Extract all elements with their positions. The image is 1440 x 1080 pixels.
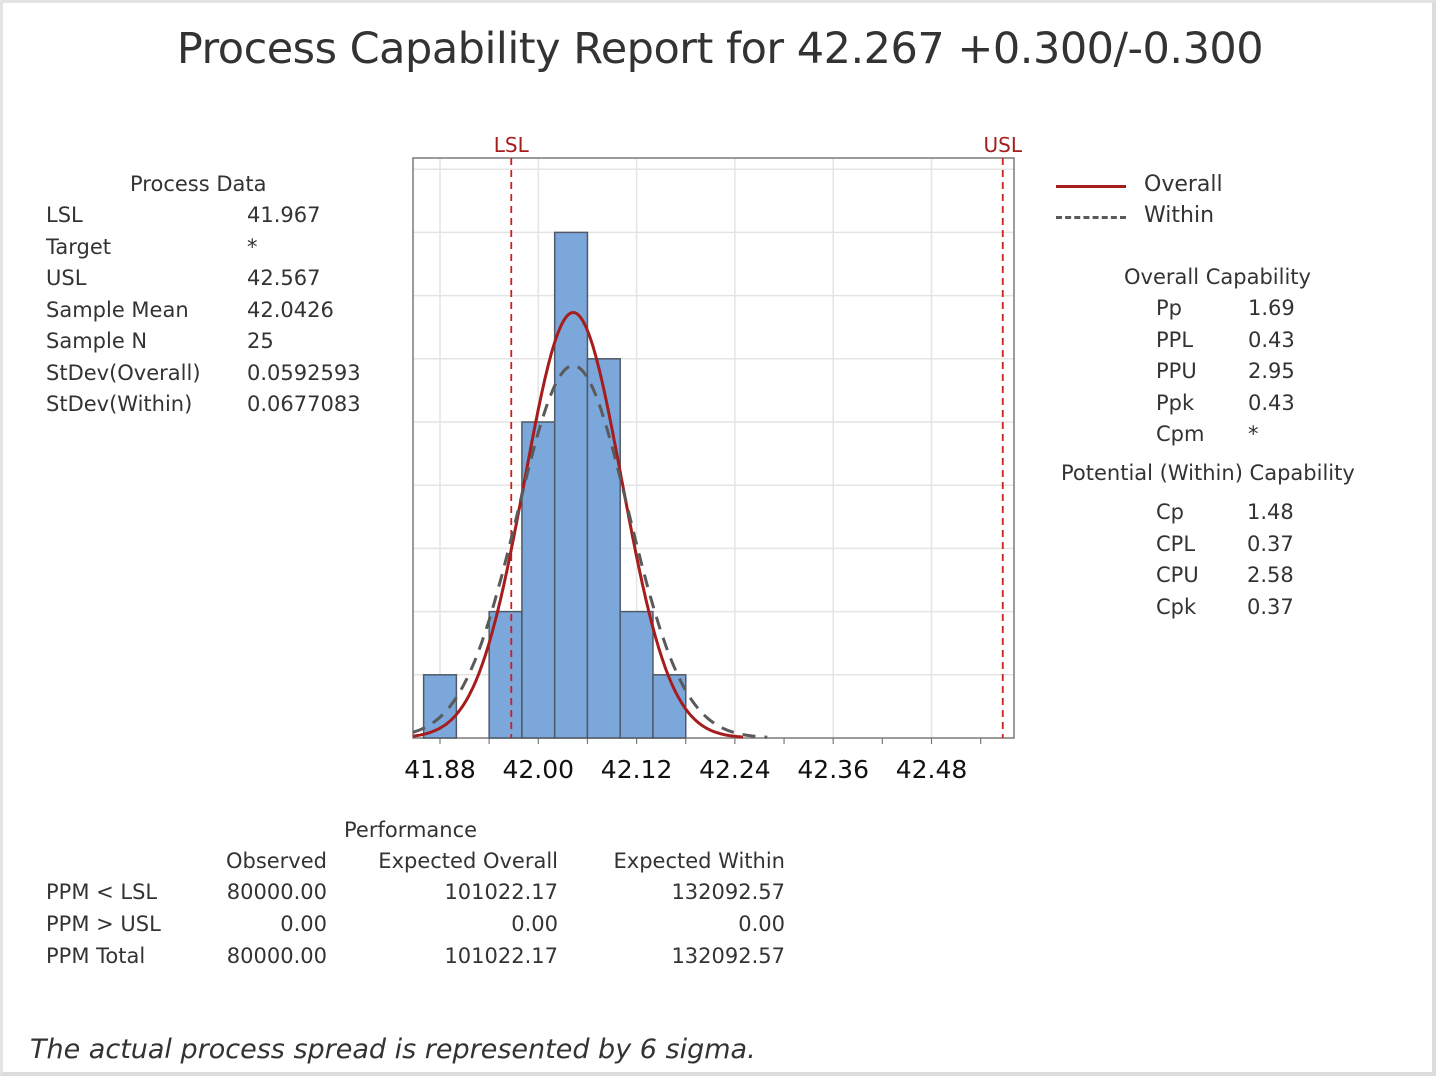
table-row: Ppk 0.43 bbox=[1124, 391, 1424, 421]
process-data-heading: Process Data bbox=[130, 172, 267, 196]
overall-curve bbox=[412, 310, 744, 739]
row-value: 0.43 bbox=[1248, 390, 1295, 415]
row-label: Cpm bbox=[1156, 422, 1205, 446]
table-row: StDev(Overall) 0.0592593 bbox=[46, 361, 386, 391]
row-value: 0.0677083 bbox=[247, 392, 361, 416]
table-cell: 101022.17 bbox=[444, 944, 558, 968]
row-label: Sample Mean bbox=[46, 297, 189, 322]
row-label: USL bbox=[46, 266, 87, 290]
row-value: 2.58 bbox=[1247, 563, 1294, 587]
dashed-line-icon bbox=[1056, 216, 1126, 219]
legend-label: Overall bbox=[1144, 172, 1223, 197]
column-header: Expected Overall bbox=[378, 849, 558, 873]
table-cell: 0.00 bbox=[738, 912, 785, 936]
row-label: PPU bbox=[1156, 359, 1197, 383]
table-cell: 80000.00 bbox=[226, 944, 327, 968]
row-label: CPU bbox=[1156, 563, 1199, 587]
solid-line-icon bbox=[1056, 185, 1126, 188]
table-row: Cpk 0.37 bbox=[1061, 595, 1421, 625]
table-row: USL 42.567 bbox=[46, 266, 386, 296]
table-cell: 132092.57 bbox=[671, 944, 785, 968]
column-header: Observed bbox=[225, 849, 327, 873]
row-value: 41.967 bbox=[247, 203, 321, 227]
row-value: * bbox=[1248, 422, 1259, 446]
histogram-bar bbox=[652, 674, 687, 739]
x-tick-label: 42.00 bbox=[503, 755, 575, 784]
x-tick-label: 42.36 bbox=[797, 755, 869, 784]
table-row: Target * bbox=[46, 235, 386, 265]
row-value: 1.48 bbox=[1247, 500, 1294, 524]
overall-capability-heading: Overall Capability bbox=[1124, 265, 1311, 289]
row-label: PPL bbox=[1156, 327, 1194, 352]
table-row: StDev(Within) 0.0677083 bbox=[46, 392, 386, 422]
row-label: PPM > USL bbox=[46, 912, 161, 936]
x-tick-label: 42.12 bbox=[601, 755, 673, 784]
table-row: CPU 2.58 bbox=[1061, 563, 1421, 593]
table-row: Cpm * bbox=[1124, 422, 1424, 452]
row-label: PPM < LSL bbox=[46, 880, 158, 904]
row-value: 25 bbox=[247, 329, 274, 353]
row-label: Sample N bbox=[46, 329, 148, 353]
table-cell: 80000.00 bbox=[226, 880, 327, 904]
row-label: StDev(Within) bbox=[46, 392, 193, 416]
table-row: Sample Mean 42.0426 bbox=[46, 298, 386, 328]
lsl-label: LSL bbox=[494, 133, 530, 157]
legend-label: Within bbox=[1144, 203, 1215, 228]
footnote: The actual process spread is represented… bbox=[30, 1034, 756, 1065]
row-label: PPM Total bbox=[46, 944, 146, 968]
row-value: * bbox=[247, 234, 258, 259]
table-row: Cp 1.48 bbox=[1061, 500, 1421, 530]
usl-label: USL bbox=[984, 133, 1023, 157]
row-value: 42.0426 bbox=[247, 297, 334, 322]
table-cell: 0.00 bbox=[280, 912, 327, 936]
row-label: StDev(Overall) bbox=[46, 360, 201, 385]
row-value: 1.69 bbox=[1248, 296, 1295, 320]
performance-heading: Performance bbox=[344, 818, 478, 842]
plot-frame bbox=[412, 157, 1015, 739]
row-label: Cpk bbox=[1156, 594, 1197, 619]
table-cell: 132092.57 bbox=[671, 880, 785, 904]
row-label: Cp bbox=[1156, 500, 1184, 524]
row-label: LSL bbox=[46, 203, 83, 227]
table-cell: 101022.17 bbox=[444, 880, 558, 904]
potential-capability-table: Potential (Within) Capability Cp 1.48 CPL 0… bbox=[1061, 461, 1421, 631]
row-value: 0.43 bbox=[1248, 327, 1295, 352]
histogram-bar bbox=[553, 231, 589, 739]
overall-capability-table: Overall Capability Pp 1.69 PPL 0.43 PPU 2.95 P… bbox=[1124, 265, 1424, 455]
x-tick-label: 41.88 bbox=[404, 755, 476, 784]
row-value: 0.37 bbox=[1247, 531, 1294, 556]
table-row: Pp 1.69 bbox=[1124, 296, 1424, 326]
column-header: Expected Within bbox=[613, 849, 785, 873]
row-value: 42.567 bbox=[247, 266, 321, 290]
table-row: Sample N 25 bbox=[46, 329, 386, 359]
row-value: 0.0592593 bbox=[247, 360, 361, 385]
within-curve bbox=[412, 364, 768, 739]
potential-capability-heading: Potential (Within) Capability bbox=[1061, 461, 1355, 485]
histogram-chart: LSL USL 41.88 42.00 42.12 42.24 42.36 42.48 bbox=[404, 133, 1023, 784]
row-value: 0.37 bbox=[1247, 594, 1294, 619]
process-data-table: Process Data LSL 41.967 Target * USL 42.567 Sa… bbox=[46, 172, 386, 432]
report-title: Process Capability Report for 42.267 +0.… bbox=[176, 24, 1264, 74]
histogram-bar bbox=[488, 610, 523, 739]
table-row: LSL 41.967 bbox=[46, 203, 386, 233]
row-label: CPL bbox=[1156, 531, 1196, 556]
histogram-bar bbox=[586, 358, 621, 739]
row-label: Pp bbox=[1156, 296, 1182, 320]
table-row: PPU 2.95 bbox=[1124, 359, 1424, 389]
x-tick-label: 42.24 bbox=[699, 755, 771, 784]
table-row: CPL 0.37 bbox=[1061, 532, 1421, 562]
histogram-bar bbox=[619, 610, 654, 739]
row-value: 2.95 bbox=[1248, 359, 1295, 383]
table-cell: 0.00 bbox=[511, 912, 558, 936]
x-tick-label: 42.48 bbox=[896, 755, 968, 784]
row-label: Target bbox=[46, 234, 111, 259]
row-label: Ppk bbox=[1156, 390, 1195, 415]
table-row: PPL 0.43 bbox=[1124, 328, 1424, 358]
